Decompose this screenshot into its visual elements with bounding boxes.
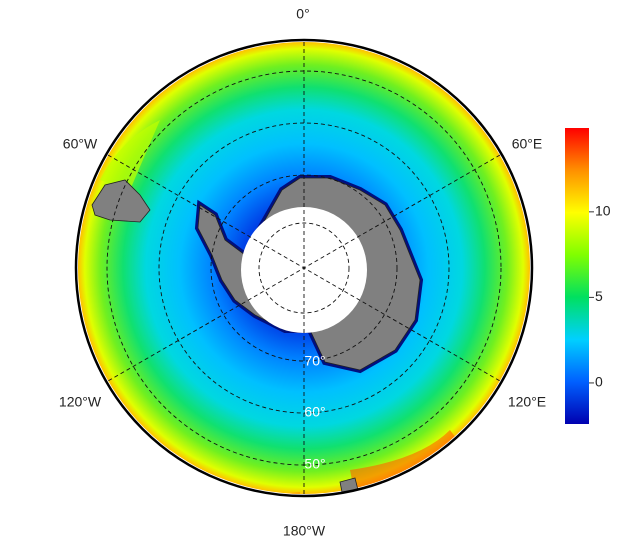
longitude-label: 60°W xyxy=(63,136,98,152)
meridian xyxy=(107,154,501,382)
longitude-label: 60°E xyxy=(512,136,543,152)
longitude-label: 0° xyxy=(296,6,309,22)
longitude-label: 120°W xyxy=(59,394,102,410)
latitude-circle xyxy=(258,222,350,314)
longitude-label: 180°W xyxy=(283,523,326,539)
colorbar-tick-label: 10 xyxy=(595,203,611,219)
warm-region xyxy=(100,120,160,190)
colorbar: 0 5 10 xyxy=(565,128,611,424)
longitude-label: 120°E xyxy=(508,394,546,410)
latitude-label: 60° xyxy=(304,404,325,420)
map: 0° 60°E 120°E 180°W 120°W 60°W 70° 60° 5… xyxy=(59,6,546,539)
map-border xyxy=(74,38,534,498)
graticule xyxy=(106,42,502,494)
colorbar-tick-label: 0 xyxy=(595,374,603,390)
colorbar-ramp xyxy=(565,128,589,424)
latitude-label: 70° xyxy=(304,353,325,369)
colorbar-tick-label: 5 xyxy=(595,288,603,304)
south-america xyxy=(91,179,151,223)
latitude-label: 50° xyxy=(304,456,325,472)
